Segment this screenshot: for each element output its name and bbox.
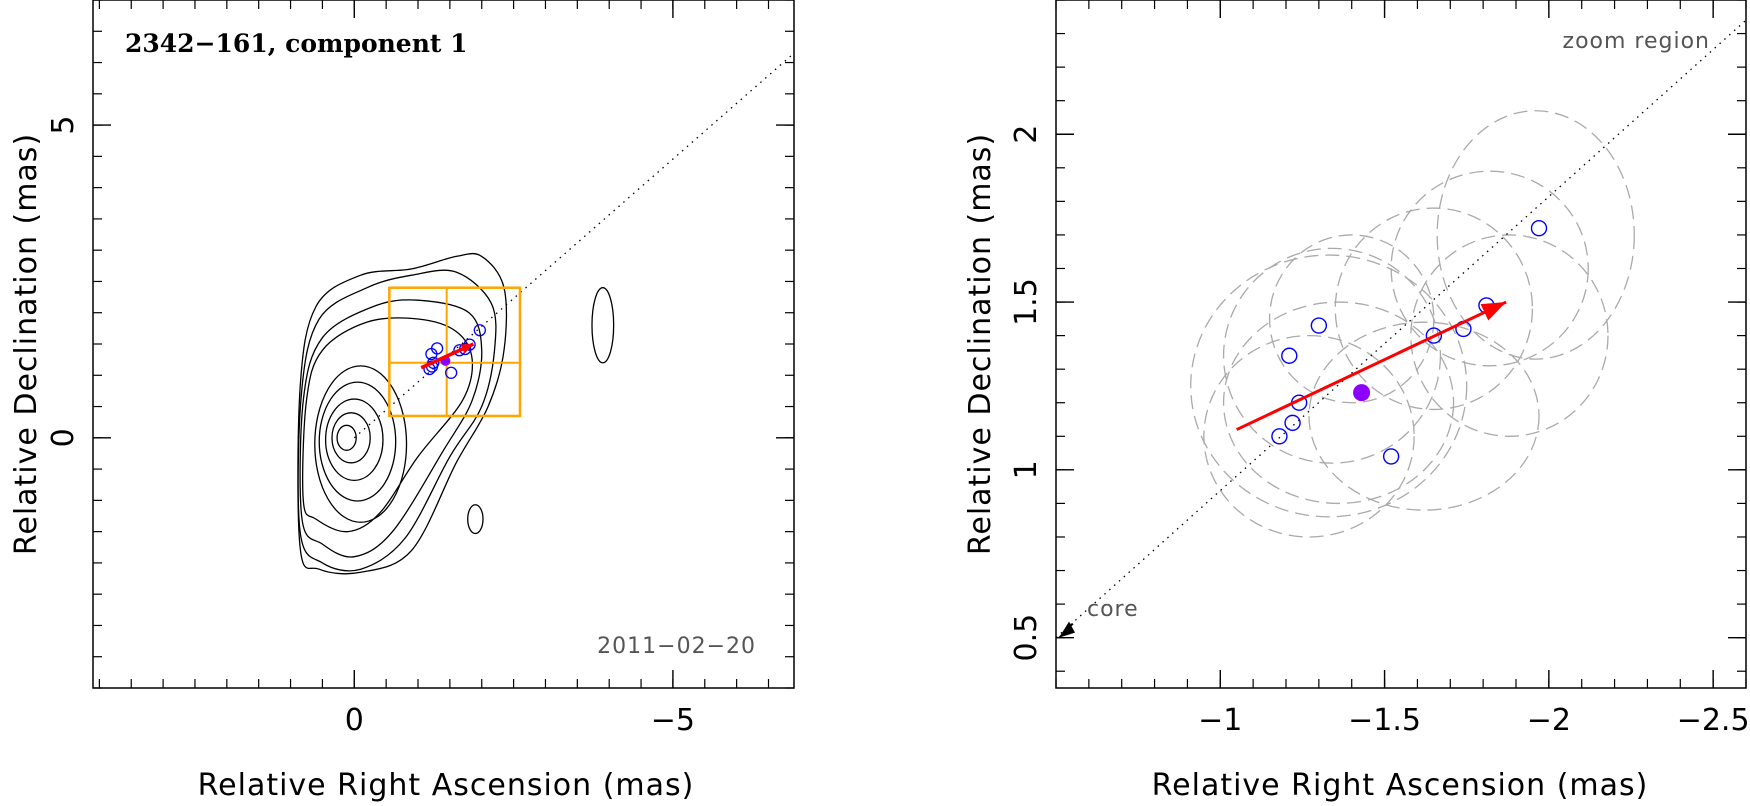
zoom-box bbox=[388, 286, 522, 418]
component-position-marker bbox=[473, 324, 486, 337]
y-tick-label: 2 bbox=[1009, 125, 1044, 144]
position-error-ellipse bbox=[1222, 247, 1442, 464]
axis-ticks: 0 −5 0 5 bbox=[46, 0, 794, 738]
component-position-marker bbox=[430, 342, 444, 355]
contour-level bbox=[336, 424, 357, 451]
position-error-ellipse bbox=[1334, 207, 1534, 411]
contour-level bbox=[297, 269, 497, 572]
component-position-marker bbox=[427, 356, 440, 369]
x-tick-label: −5 bbox=[651, 703, 695, 738]
contour-level bbox=[331, 412, 371, 464]
x-axis-label: Relative Right Ascension (mas) bbox=[198, 768, 695, 803]
component-position-marker bbox=[1284, 414, 1301, 432]
contour-level bbox=[318, 381, 397, 502]
mean-position-marker bbox=[1353, 384, 1371, 402]
contour-island bbox=[467, 504, 484, 535]
velocity-arrow-head bbox=[460, 344, 474, 354]
velocity-arrow-shaft bbox=[1236, 300, 1507, 431]
y-tick-label: 1.5 bbox=[1009, 278, 1044, 326]
plot-frame bbox=[1055, 0, 1747, 689]
velocity-arrow-head bbox=[1480, 302, 1507, 321]
velocity-arrow bbox=[420, 342, 475, 370]
ridge-line bbox=[1055, 19, 1747, 639]
zoom-region-label: zoom region bbox=[1563, 29, 1710, 54]
right-panel: −1 −1.5 −2 −2.5 0.5 1 1.5 2 zoom region core Re… bbox=[963, 0, 1750, 803]
chart-title: 2342−161, component 1 bbox=[125, 29, 468, 58]
component-position-marker bbox=[1310, 317, 1328, 334]
zoom-box-outline bbox=[388, 286, 522, 418]
ridge-line bbox=[353, 52, 795, 439]
contour-island bbox=[591, 287, 615, 364]
y-tick-label: 1 bbox=[1009, 460, 1044, 479]
y-tick-label: 0.5 bbox=[1009, 614, 1044, 662]
contour-level bbox=[302, 317, 474, 533]
y-tick-label: 5 bbox=[46, 116, 81, 135]
x-tick-label: −2 bbox=[1527, 703, 1571, 738]
x-tick-label: 0 bbox=[345, 703, 364, 738]
core-arrow-shaft bbox=[1058, 623, 1074, 639]
y-axis-label: Relative Declination (mas) bbox=[963, 133, 998, 555]
x-tick-label: −1 bbox=[1198, 703, 1242, 738]
component-position-marker bbox=[1425, 327, 1443, 344]
left-panel: 0 −5 0 5 2342−161, component 1 2011−02−20 R… bbox=[9, 0, 795, 803]
contour-level bbox=[297, 252, 508, 575]
error-ellipses bbox=[1190, 110, 1635, 538]
y-tick-label: 0 bbox=[46, 428, 81, 447]
position-error-ellipse bbox=[1203, 334, 1415, 538]
x-tick-label: −1.5 bbox=[1348, 703, 1421, 738]
axis-ticks: −1 −1.5 −2 −2.5 0.5 1 1.5 2 bbox=[1009, 0, 1750, 738]
plot-frame bbox=[92, 0, 795, 689]
position-error-ellipse bbox=[1390, 170, 1589, 367]
core-direction-arrow bbox=[1058, 621, 1075, 639]
component-position-marker bbox=[1281, 347, 1298, 364]
component-position-marker bbox=[1271, 428, 1288, 445]
ridge-dotted-line bbox=[353, 52, 795, 439]
position-error-ellipse bbox=[1308, 321, 1540, 511]
ridge-dotted-line bbox=[1055, 19, 1747, 639]
position-error-ellipse bbox=[1190, 254, 1468, 518]
contour-map bbox=[297, 252, 615, 575]
contour-level bbox=[299, 299, 483, 558]
contour-level bbox=[314, 365, 408, 523]
contour-level bbox=[324, 398, 384, 481]
component-positions bbox=[1271, 220, 1548, 465]
y-axis-label: Relative Declination (mas) bbox=[9, 133, 44, 555]
epoch-date-label: 2011−02−20 bbox=[597, 634, 756, 659]
x-axis-label: Relative Right Ascension (mas) bbox=[1152, 768, 1649, 803]
component-position-marker bbox=[444, 366, 458, 379]
position-error-ellipse bbox=[1410, 234, 1609, 437]
position-error-ellipse bbox=[1436, 110, 1635, 360]
component-position-marker bbox=[1530, 220, 1548, 237]
component-position-marker bbox=[1382, 448, 1400, 465]
velocity-arrow bbox=[1236, 300, 1507, 431]
core-label: core bbox=[1087, 597, 1139, 622]
position-error-ellipse bbox=[1222, 301, 1455, 505]
x-tick-label: −2.5 bbox=[1677, 703, 1750, 738]
position-error-ellipse bbox=[1268, 234, 1435, 404]
